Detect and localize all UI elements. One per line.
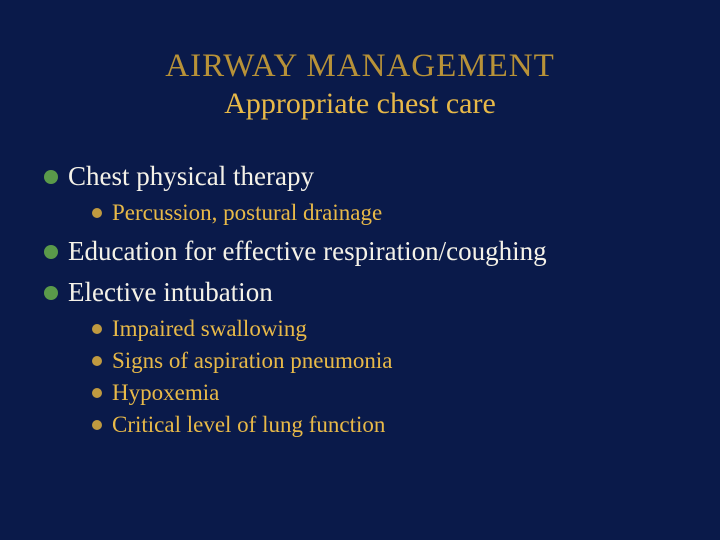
bullet-level2: Hypoxemia <box>92 378 682 408</box>
bullet-level1-text: Elective intubation <box>68 275 273 310</box>
bullet-dot-icon <box>92 324 102 334</box>
bullet-level2: Critical level of lung function <box>92 410 682 440</box>
bullet-level1-text: Chest physical therapy <box>68 159 314 194</box>
bullet-level1-text: Education for effective respiration/coug… <box>68 234 547 269</box>
bullet-dot-icon <box>92 208 102 218</box>
bullet-dot-icon <box>44 170 58 184</box>
bullet-level1: Education for effective respiration/coug… <box>44 234 682 269</box>
bullet-level2-text: Hypoxemia <box>112 378 219 408</box>
bullet-dot-icon <box>44 286 58 300</box>
bullet-dot-icon <box>92 356 102 366</box>
bullet-level2-text: Impaired swallowing <box>112 314 307 344</box>
bullet-level2-text: Percussion, postural drainage <box>112 198 382 228</box>
bullet-dot-icon <box>92 420 102 430</box>
bullet-level2: Impaired swallowing <box>92 314 682 344</box>
bullet-dot-icon <box>92 388 102 398</box>
slide-title: AIRWAY MANAGEMENT <box>38 48 682 85</box>
bullet-level2: Signs of aspiration pneumonia <box>92 346 682 376</box>
bullet-dot-icon <box>44 245 58 259</box>
bullet-level2-text: Signs of aspiration pneumonia <box>112 346 392 376</box>
bullet-level2-text: Critical level of lung function <box>112 410 385 440</box>
bullet-level1: Chest physical therapy <box>44 159 682 194</box>
slide-content: Chest physical therapy Percussion, postur… <box>38 159 682 440</box>
slide-subtitle: Appropriate chest care <box>38 87 682 121</box>
bullet-level2: Percussion, postural drainage <box>92 198 682 228</box>
bullet-level1: Elective intubation <box>44 275 682 310</box>
